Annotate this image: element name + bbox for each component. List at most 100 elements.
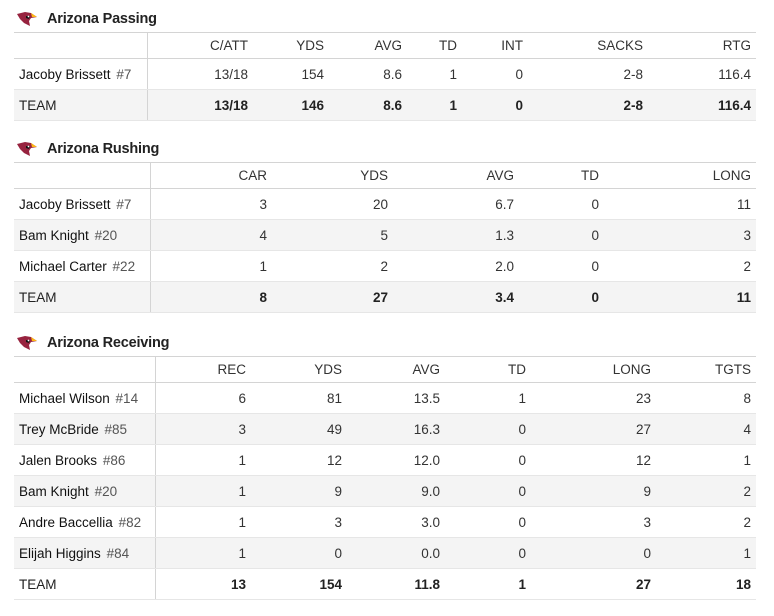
stat-cell: 0 (445, 537, 531, 569)
stat-cell: 3 (604, 219, 756, 251)
stat-cell: 9.0 (347, 475, 445, 507)
player-row: Trey McBride #85 3 49 16.3 0 27 4 (14, 413, 756, 445)
team-stat-cell: 146 (253, 89, 329, 121)
rushing-table: CAR YDS AVG TD LONG Jacoby Brissett #7 3 20 6.7… (14, 162, 756, 313)
column-header: TGTS (656, 356, 756, 383)
column-header: SACKS (528, 32, 648, 59)
player-name[interactable]: Trey McBride (19, 421, 99, 437)
stat-cell: 6 (155, 382, 251, 414)
passing-body: Jacoby Brissett #7 13/18 154 8.6 1 0 2-8 116.4 T… (14, 58, 756, 121)
stat-cell: 2 (604, 250, 756, 282)
stat-cell: 2 (656, 475, 756, 507)
stat-cell: 4 (150, 219, 272, 251)
stat-cell: 0 (462, 58, 528, 90)
rushing-title: Arizona Rushing (47, 141, 160, 157)
stat-cell: 0 (519, 188, 604, 220)
team-label: TEAM (14, 568, 156, 600)
team-stat-cell: 11.8 (347, 568, 445, 600)
player-row: Elijah Higgins #84 1 0 0.0 0 0 1 (14, 537, 756, 569)
stat-cell: 27 (531, 413, 656, 445)
stat-cell: 12 (251, 444, 347, 476)
team-stat-cell: 18 (656, 568, 756, 600)
player-row: Jalen Brooks #86 1 12 12.0 0 12 1 (14, 444, 756, 476)
rushing-header: Arizona Rushing (14, 136, 756, 162)
team-stat-cell: 13 (155, 568, 251, 600)
jersey-number: #7 (116, 196, 132, 212)
player-name[interactable]: Jalen Brooks (19, 452, 98, 468)
stat-cell: 1 (407, 58, 462, 90)
stat-cell: 8.6 (329, 58, 407, 90)
stat-cell: 2 (272, 250, 393, 282)
stat-cell: 81 (251, 382, 347, 414)
player-name[interactable]: Elijah Higgins (19, 545, 101, 561)
column-header: AVG (347, 356, 445, 383)
player-name[interactable]: Jacoby Brissett (19, 196, 111, 212)
cardinals-logo-icon (16, 11, 38, 27)
column-header: REC (155, 356, 251, 383)
column-header: YDS (253, 32, 329, 59)
stat-cell: 16.3 (347, 413, 445, 445)
team-label: TEAM (14, 281, 151, 313)
player-name[interactable]: Andre Baccellia (19, 514, 113, 530)
stat-cell: 0.0 (347, 537, 445, 569)
cardinals-logo-icon (16, 141, 38, 157)
player-cell: Michael Carter #22 (14, 250, 151, 282)
stat-cell: 2.0 (393, 250, 519, 282)
column-header: AVG (393, 162, 519, 189)
passing-table: C/ATT YDS AVG TD INT SACKS RTG Jacoby Brissett… (14, 32, 756, 121)
rushing-section: Arizona Rushing CAR YDS AVG TD LONG Jacoby B… (14, 136, 756, 313)
receiving-header-name (14, 356, 156, 383)
player-cell: Andre Baccellia #82 (14, 506, 156, 538)
stat-cell: 154 (253, 58, 329, 90)
stat-cell: 12.0 (347, 444, 445, 476)
stat-cell: 49 (251, 413, 347, 445)
jersey-number: #14 (115, 390, 139, 406)
team-stat-cell: 13/18 (147, 89, 253, 121)
column-header: INT (462, 32, 528, 59)
player-cell: Jalen Brooks #86 (14, 444, 156, 476)
player-name[interactable]: Michael Wilson (19, 390, 110, 406)
jersey-number: #86 (102, 452, 126, 468)
column-header: C/ATT (147, 32, 253, 59)
team-stat-cell: 0 (519, 281, 604, 313)
jersey-number: #7 (116, 66, 132, 82)
stat-cell: 0 (519, 219, 604, 251)
stat-cell: 3 (150, 188, 272, 220)
receiving-title: Arizona Receiving (47, 335, 170, 351)
stat-cell: 1 (656, 444, 756, 476)
player-name[interactable]: Bam Knight (19, 483, 89, 499)
stat-cell: 6.7 (393, 188, 519, 220)
column-header: LONG (531, 356, 656, 383)
stat-cell: 5 (272, 219, 393, 251)
stat-cell: 13.5 (347, 382, 445, 414)
team-total-row: TEAM 13 154 11.8 1 27 18 (14, 568, 756, 600)
rushing-header-name (14, 162, 151, 189)
player-name[interactable]: Michael Carter (19, 258, 107, 274)
stat-cell: 13/18 (147, 58, 253, 90)
stat-cell: 3.0 (347, 506, 445, 538)
column-header: TD (445, 356, 531, 383)
column-header: RTG (648, 32, 756, 59)
stat-cell: 3 (155, 413, 251, 445)
stat-cell: 9 (251, 475, 347, 507)
passing-title: Arizona Passing (47, 11, 157, 27)
team-stat-cell: 3.4 (393, 281, 519, 313)
team-stat-cell: 116.4 (648, 89, 756, 121)
player-name[interactable]: Jacoby Brissett (19, 66, 111, 82)
stat-cell: 1 (155, 537, 251, 569)
stat-cell: 4 (656, 413, 756, 445)
team-stat-cell: 27 (272, 281, 393, 313)
player-row: Bam Knight #20 4 5 1.3 0 3 (14, 219, 756, 251)
stat-cell: 8 (656, 382, 756, 414)
player-cell: Bam Knight #20 (14, 219, 151, 251)
team-stat-cell: 8.6 (329, 89, 407, 121)
passing-header: Arizona Passing (14, 6, 756, 32)
stat-cell: 1 (445, 382, 531, 414)
stat-cell: 0 (445, 413, 531, 445)
player-name[interactable]: Bam Knight (19, 227, 89, 243)
receiving-header-row: REC YDS AVG TD LONG TGTS (14, 356, 756, 383)
stat-cell: 0 (445, 475, 531, 507)
cardinals-logo-icon (16, 335, 38, 351)
jersey-number: #20 (94, 483, 118, 499)
column-header: CAR (150, 162, 272, 189)
